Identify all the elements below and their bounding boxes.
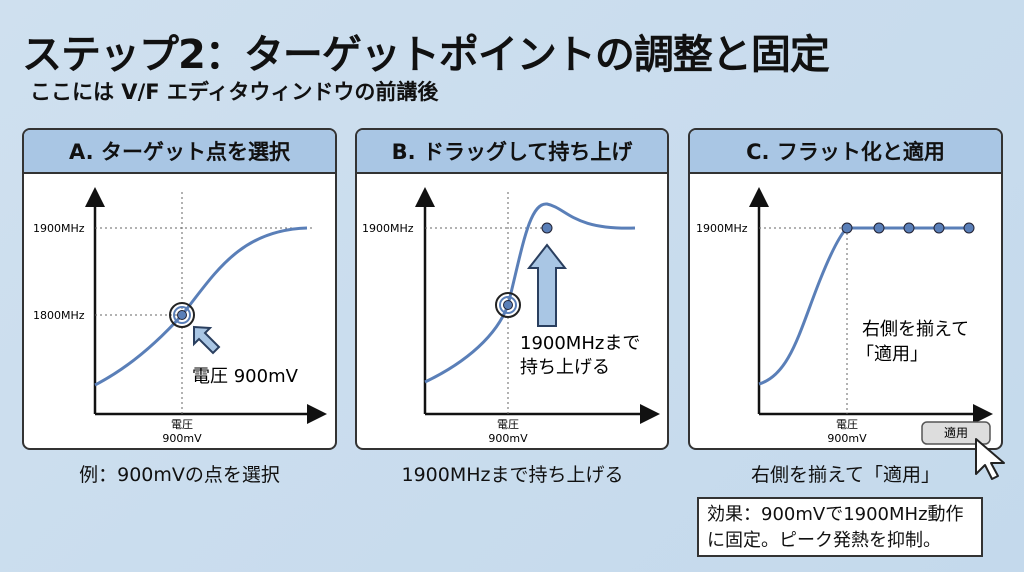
- vf-chart-c: 1900MHz 電圧 900mV 右側を揃えて 「適用」 適用: [696, 187, 993, 445]
- x-label-900mv: 900mV: [162, 432, 202, 445]
- source-ring: [495, 292, 521, 318]
- caption-b: 1900MHzまで持ち上げる: [401, 464, 624, 486]
- vf-curve: [758, 226, 969, 386]
- panel-b: B. ドラッグして持ち上げ 1900MHz 電圧 900mV 1900MHzまで…: [355, 128, 669, 450]
- page-title: ステップ2：ターゲットポイントの調整と固定: [22, 32, 830, 78]
- pointer-arrow-icon: [193, 325, 221, 355]
- target-point: [541, 222, 553, 234]
- annotation-line-1: 1900MHzまで: [520, 333, 640, 354]
- vf-curve: [94, 226, 308, 387]
- up-arrow-icon: [526, 243, 568, 327]
- apply-button[interactable]: 適用: [921, 421, 991, 445]
- annotation-voltage: 電圧 900mV: [192, 366, 299, 387]
- flat-point: [933, 222, 945, 234]
- panel-a-header: A. ターゲット点を選択: [24, 130, 335, 174]
- x-label-voltage: 電圧: [171, 418, 193, 431]
- vf-chart-b: 1900MHz 電圧 900mV 1900MHzまで 持ち上げる: [362, 187, 660, 445]
- annotation-line-2: 「適用」: [856, 344, 928, 365]
- y-label-1800: 1800MHz: [33, 309, 85, 322]
- y-label-1900: 1900MHz: [33, 222, 85, 235]
- effect-box: 効果：900mVで1900MHz動作 に固定。ピーク発熱を抑制。: [697, 497, 983, 557]
- effect-line-1: 効果：900mVで1900MHz動作: [707, 504, 964, 525]
- flat-point: [963, 222, 975, 234]
- flat-points: [841, 222, 975, 234]
- x-label-900mv: 900mV: [827, 432, 867, 445]
- y-label-1900: 1900MHz: [362, 222, 414, 235]
- mouse-cursor-icon: [975, 438, 1005, 480]
- vf-curve: [424, 202, 636, 384]
- panel-c-header: C. フラット化と適用: [690, 130, 1001, 174]
- x-label-voltage: 電圧: [836, 418, 858, 431]
- target-ring: [169, 302, 195, 328]
- flat-point: [903, 222, 915, 234]
- panel-b-header: B. ドラッグして持ち上げ: [357, 130, 667, 174]
- target-point: [177, 310, 187, 320]
- flat-point: [841, 222, 853, 234]
- x-label-900mv: 900mV: [488, 432, 528, 445]
- apply-button-label: 適用: [944, 425, 968, 440]
- panel-c: C. フラット化と適用 1900MHz 電圧 900mV 右側を揃えて 「適用」…: [688, 128, 1003, 450]
- flat-point: [873, 222, 885, 234]
- caption-c: 右側を揃えて「適用」: [750, 464, 941, 486]
- caption-a: 例：900mVの点を選択: [79, 464, 280, 486]
- source-point: [503, 300, 513, 310]
- y-label-1900: 1900MHz: [696, 222, 748, 235]
- effect-line-2: に固定。ピーク発熱を抑制。: [707, 530, 941, 551]
- annotation-line-2: 持ち上げる: [520, 357, 610, 378]
- page-subtitle: ここには V/F エディタウィンドウの前講後: [30, 80, 439, 104]
- panel-a: A. ターゲット点を選択 1900MHz 1800MHz 電圧 900mV 電圧…: [22, 128, 337, 450]
- annotation-line-1: 右側を揃えて: [862, 319, 969, 340]
- vf-chart-a: 1900MHz 1800MHz 電圧 900mV 電圧 900mV: [33, 187, 327, 445]
- x-label-voltage: 電圧: [497, 418, 519, 431]
